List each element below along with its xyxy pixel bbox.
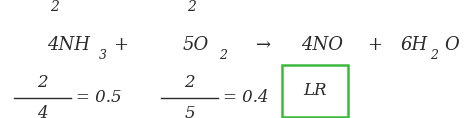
Text: 5: 5 xyxy=(184,105,195,118)
Text: 4NO: 4NO xyxy=(301,36,343,54)
Text: 2: 2 xyxy=(219,49,228,62)
Text: LR: LR xyxy=(303,82,327,99)
Text: 4NH: 4NH xyxy=(47,36,91,54)
Text: = 0.5: = 0.5 xyxy=(76,89,121,106)
Text: +: + xyxy=(113,36,128,54)
Text: 2: 2 xyxy=(430,49,438,62)
Text: 2: 2 xyxy=(50,0,59,14)
Text: +: + xyxy=(367,36,382,54)
Text: 3: 3 xyxy=(99,49,107,62)
Text: 2: 2 xyxy=(37,74,48,91)
Text: 5O: 5O xyxy=(182,36,209,54)
FancyBboxPatch shape xyxy=(282,65,348,117)
Text: 2: 2 xyxy=(184,74,195,91)
Text: 4: 4 xyxy=(37,105,48,118)
Text: 6H: 6H xyxy=(401,36,428,54)
Text: = 0.4: = 0.4 xyxy=(223,89,268,106)
Text: →: → xyxy=(255,36,271,54)
Text: 2: 2 xyxy=(188,0,196,14)
Text: O: O xyxy=(444,36,459,54)
